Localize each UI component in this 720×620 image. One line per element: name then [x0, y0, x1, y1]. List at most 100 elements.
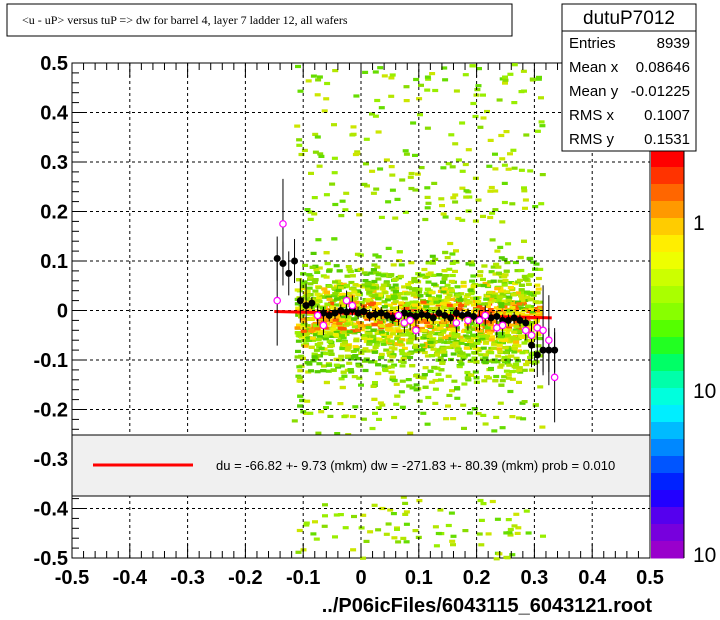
heatmap-cell — [400, 495, 407, 499]
heatmap-cell — [505, 328, 512, 332]
heatmap-cell — [513, 362, 520, 366]
heatmap-cell — [372, 381, 378, 385]
heatmap-cell — [419, 343, 426, 347]
heatmap-cell — [389, 375, 396, 379]
heatmap-cell — [364, 282, 371, 286]
heatmap-cell — [534, 283, 541, 287]
heatmap-cell — [518, 268, 525, 273]
y-tick-label: 0 — [57, 301, 68, 323]
heatmap-cell — [335, 288, 342, 292]
heatmap-cell — [496, 312, 503, 316]
heatmap-cell — [338, 377, 345, 381]
heatmap-cell — [496, 343, 503, 347]
profile-point — [435, 309, 443, 317]
heatmap-cell — [464, 336, 471, 340]
heatmap-cell — [487, 138, 494, 142]
heatmap-cell — [354, 268, 361, 272]
heatmap-cell — [453, 89, 460, 93]
heatmap-cell — [377, 293, 383, 297]
heatmap-cell — [323, 351, 330, 356]
stats-value: 8939 — [657, 35, 690, 52]
heatmap-cell — [438, 336, 445, 340]
profile-point — [533, 351, 541, 359]
heatmap-cell — [413, 374, 420, 378]
color-scale-band — [651, 303, 684, 321]
heatmap-cell — [422, 333, 429, 337]
heatmap-cell — [429, 260, 436, 264]
heatmap-cell — [505, 518, 512, 522]
heatmap-cell — [493, 415, 500, 419]
heatmap-cell — [487, 189, 494, 193]
heatmap-cell — [408, 171, 415, 176]
heatmap-cell — [466, 411, 473, 415]
heatmap-cell — [381, 300, 388, 304]
heatmap-cell — [513, 334, 519, 339]
heatmap-cell — [508, 323, 515, 327]
heatmap-cell — [453, 326, 460, 330]
heatmap-cell — [481, 360, 488, 364]
heatmap-cell — [438, 368, 445, 372]
profile-points — [273, 178, 559, 423]
heatmap-cell — [402, 303, 409, 307]
heatmap-cell — [393, 382, 400, 386]
heatmap-cell — [399, 379, 406, 383]
heatmap-cell — [323, 275, 330, 279]
profile-point — [319, 309, 327, 317]
heatmap-cell — [490, 346, 497, 350]
heatmap-cell — [488, 338, 495, 342]
heatmap-cell — [501, 275, 508, 279]
heatmap-cell — [311, 212, 318, 216]
heatmap-cell — [511, 346, 518, 350]
heatmap-cell — [455, 293, 462, 297]
heatmap-cell — [520, 324, 527, 328]
heatmap-cell — [463, 295, 470, 299]
heatmap-cell — [449, 327, 456, 331]
heatmap-cell — [465, 301, 472, 305]
heatmap-cell — [439, 321, 446, 325]
heatmap-cell — [388, 286, 395, 290]
heatmap-cell — [407, 351, 414, 355]
title-box — [6, 3, 513, 37]
heatmap-cell — [416, 317, 423, 321]
heatmap-cell — [457, 354, 463, 358]
heatmap-cell — [509, 415, 516, 419]
heatmap-cell — [450, 196, 457, 200]
heatmap-cell — [506, 295, 513, 299]
heatmap-cell — [339, 199, 346, 203]
heatmap-cell — [362, 347, 369, 351]
heatmap-cell — [342, 208, 349, 212]
heatmap-cell — [521, 400, 528, 404]
heatmap-cell — [360, 417, 367, 421]
heatmap-cell — [445, 523, 452, 528]
heatmap-cell — [502, 78, 509, 82]
heatmap-cell — [340, 282, 347, 286]
heatmap-cell — [484, 333, 490, 338]
heatmap-cell — [497, 245, 504, 249]
heatmap-cell — [490, 294, 497, 298]
heatmap-cell — [435, 372, 442, 376]
heatmap-cell — [501, 257, 508, 262]
heatmap-cell — [428, 330, 435, 334]
heatmap-cell — [493, 557, 500, 561]
heatmap-cell — [309, 328, 316, 332]
heatmap-cell — [518, 283, 525, 287]
heatmap-cell — [473, 323, 480, 327]
heatmap-cell — [387, 273, 394, 277]
heatmap-cell — [441, 353, 448, 357]
heatmap-cell — [337, 402, 344, 406]
profile-open-point — [273, 296, 281, 305]
heatmap-cell — [344, 348, 351, 352]
heatmap-cell — [427, 340, 434, 344]
heatmap-cell — [390, 288, 397, 292]
heatmap-cell — [380, 283, 387, 287]
heatmap-cell — [348, 370, 355, 374]
heatmap-cell — [341, 341, 348, 345]
heatmap-cell — [421, 267, 428, 272]
heatmap-cell — [321, 524, 328, 528]
heatmap-cell — [340, 315, 347, 319]
heatmap-cell — [392, 216, 399, 220]
heatmap-cell — [437, 338, 444, 342]
heatmap-cell — [387, 359, 394, 363]
heatmap-cell — [508, 354, 515, 358]
heatmap-cell — [509, 202, 516, 206]
